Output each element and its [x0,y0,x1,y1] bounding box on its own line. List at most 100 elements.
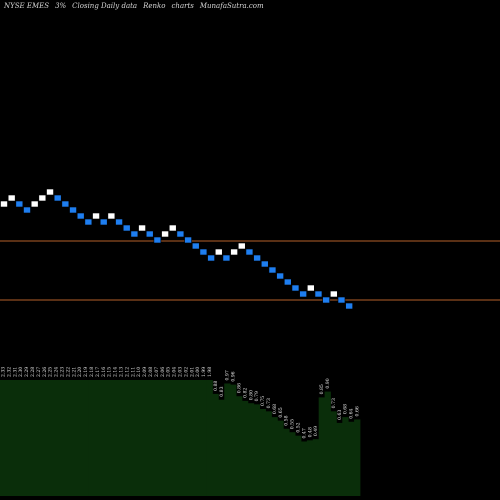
value-label: 2.12 [124,367,130,377]
renko-brick-down [176,230,185,238]
renko-brick-down [23,206,31,214]
volume-bar [123,380,131,496]
volume-bar [336,422,343,496]
volume-bar [70,380,78,496]
volume-bar [289,432,296,496]
value-label: 2.27 [36,367,42,377]
volume-bar [118,380,125,496]
renko-brick-down [76,212,85,220]
volume-bar [212,393,219,496]
chart-header: NYSE EMES 3% Closing Daily data Renko charts… [4,2,270,10]
volume-bar [236,396,243,496]
renko-brick-up [214,248,223,256]
volume-bar [241,400,249,496]
value-label: 2.04 [172,367,178,377]
value-label: 0.52 [296,422,302,432]
renko-brick-down [115,218,123,226]
renko-brick-down [276,272,284,280]
volume-bar [342,417,349,496]
value-label: 2.26 [42,367,48,377]
volume-panel: 2.33 2.32 2.31 2.30 2.29 2.28 2.27 2.26 2.25 2.24… [0,367,361,496]
renko-brick-down [314,290,323,298]
renko-brick-down [268,266,277,274]
value-label: 0.96 [231,371,237,381]
volume-bar [200,380,207,496]
renko-brick-down [245,248,254,256]
value-label: 2.08 [148,367,154,377]
volume-bar [218,399,225,496]
data-desc-label: Closing Daily data [72,2,138,10]
renko-brick-up [92,212,100,220]
value-label: 0.82 [242,388,248,398]
renko-brick-down [222,254,231,262]
volume-bar [354,419,361,496]
value-label: 2.14 [113,367,119,377]
volume-bar [283,428,290,496]
value-label: 0.79 [254,391,260,401]
value-label: 0.49 [313,426,319,436]
volume-bar [17,380,25,496]
volume-bar [59,380,66,496]
renko-bricks [0,188,353,310]
chart-kind-label: Renko [143,2,166,10]
renko-brick-up [230,248,238,256]
value-label: 0.73 [331,398,337,408]
value-label: 2.20 [77,367,83,377]
value-label: 2.24 [54,367,60,377]
volume-bar [182,380,190,496]
change-label: 3% [55,2,67,10]
value-label: 0.97 [225,370,231,380]
renko-brick-down [122,224,131,232]
volume-bar [171,380,178,496]
volume-bar [106,380,113,496]
renko-brick-down [69,206,77,214]
value-label: 1.98 [207,367,213,377]
volume-bar [312,439,320,496]
value-label: 0.73 [266,398,272,408]
renko-brick-down [61,200,70,208]
volume-bar [224,383,231,496]
value-label: 0.66 [355,406,361,416]
renko-brick-down [84,218,93,226]
renko-brick-down [337,296,346,304]
renko-brick-down [322,296,330,304]
value-label: 2.15 [107,367,113,377]
value-label: 2.16 [101,367,107,377]
volume-bar [64,380,72,496]
value-label: 0.58 [284,415,290,425]
value-label: 2.23 [59,367,65,377]
value-label: 0.80 [248,390,254,400]
reference-lines [0,240,500,301]
volume-bar [194,380,202,496]
volume-bar [135,380,143,496]
renko-brick-down [53,194,62,202]
volume-bar [253,404,261,496]
value-label: 0.48 [307,427,313,437]
renko-brick-down [130,230,139,238]
volume-bar [230,384,237,496]
volume-bar [47,380,54,496]
renko-brick-down [283,278,292,286]
value-label: 2.21 [71,367,77,377]
volume-bar [23,380,30,496]
volume-bar [112,380,119,496]
value-label: 0.68 [343,404,349,414]
volume-bar [35,380,42,496]
value-label: 0.86 [237,383,243,393]
value-label: 0.88 [213,381,219,391]
value-label: 2.25 [48,367,54,377]
value-label: 2.18 [89,367,95,377]
volume-bar [159,380,166,496]
value-label: 2.02 [183,367,189,377]
value-label: 2.07 [154,367,160,377]
volume-bar [100,380,107,496]
volume-bar [265,411,272,496]
value-label: 2.19 [83,367,89,377]
volume-bar [53,380,60,496]
site-label: MunafaSutra.com [199,2,264,10]
volume-bar [94,380,101,496]
renko-brick-up [237,242,246,250]
renko-brick-down [15,200,24,208]
